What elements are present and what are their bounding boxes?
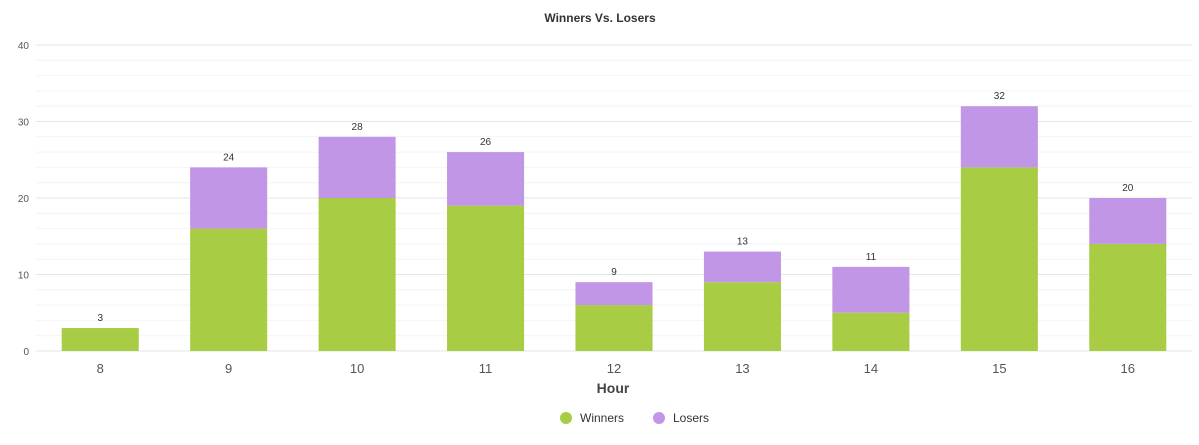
bar-winners-16[interactable]: [1089, 243, 1167, 351]
x-tick-label: 9: [225, 361, 232, 376]
y-tick-label: 40: [18, 41, 30, 52]
x-tick-label: 13: [735, 361, 749, 376]
x-tick-label: 8: [97, 361, 104, 376]
bars: [61, 106, 1167, 351]
bar-losers-11[interactable]: [447, 152, 525, 206]
bar-winners-11[interactable]: [447, 205, 525, 351]
data-labels: 3 24 28 26 9 13 11 32 20: [97, 91, 1133, 324]
legend-label: Losers: [673, 411, 709, 425]
bar-winners-10[interactable]: [318, 198, 396, 351]
bar-winners-12[interactable]: [575, 305, 653, 351]
total-label-10: 28: [352, 122, 364, 133]
total-label-12: 9: [611, 267, 617, 278]
chart-title: Winners Vs. Losers: [544, 11, 656, 25]
y-tick-label: 0: [23, 347, 29, 358]
x-tick-label: 15: [992, 361, 1006, 376]
legend-item-losers[interactable]: Losers: [653, 411, 709, 425]
total-label-13: 13: [737, 237, 749, 248]
legend[interactable]: Winners Losers: [560, 411, 709, 425]
x-tick-label: 11: [479, 361, 493, 376]
y-tick-label: 10: [18, 271, 30, 282]
y-tick-label: 30: [18, 118, 30, 129]
x-tick-label: 14: [864, 361, 878, 376]
x-axis: 8 9 10 11 12 13 14 15 16: [97, 361, 1135, 376]
bar-losers-15[interactable]: [960, 106, 1038, 168]
x-axis-title: Hour: [597, 380, 630, 396]
total-label-14: 11: [866, 252, 877, 263]
bar-losers-9[interactable]: [190, 167, 268, 229]
y-tick-label: 20: [18, 194, 30, 205]
bar-losers-16[interactable]: [1089, 198, 1167, 244]
x-tick-label: 12: [607, 361, 621, 376]
legend-label: Winners: [580, 411, 624, 425]
bar-losers-10[interactable]: [318, 136, 396, 198]
bar-winners-14[interactable]: [832, 312, 910, 351]
legend-marker: [653, 412, 665, 424]
x-tick-label: 10: [350, 361, 364, 376]
total-label-11: 26: [480, 137, 492, 148]
bar-winners-13[interactable]: [703, 282, 781, 351]
total-label-8: 3: [97, 313, 103, 324]
bar-losers-13[interactable]: [703, 251, 781, 283]
bar-winners-8[interactable]: [61, 328, 139, 351]
bar-losers-14[interactable]: [832, 266, 910, 313]
total-label-16: 20: [1122, 183, 1134, 194]
x-tick-label: 16: [1121, 361, 1135, 376]
legend-item-winners[interactable]: Winners: [560, 411, 624, 425]
total-label-9: 24: [223, 152, 235, 163]
legend-marker: [560, 412, 572, 424]
y-axis: 0 10 20 30 40: [18, 41, 30, 358]
total-label-15: 32: [994, 91, 1006, 102]
bar-winners-15[interactable]: [960, 167, 1038, 351]
bar-winners-9[interactable]: [190, 228, 268, 351]
bar-losers-12[interactable]: [575, 282, 653, 306]
